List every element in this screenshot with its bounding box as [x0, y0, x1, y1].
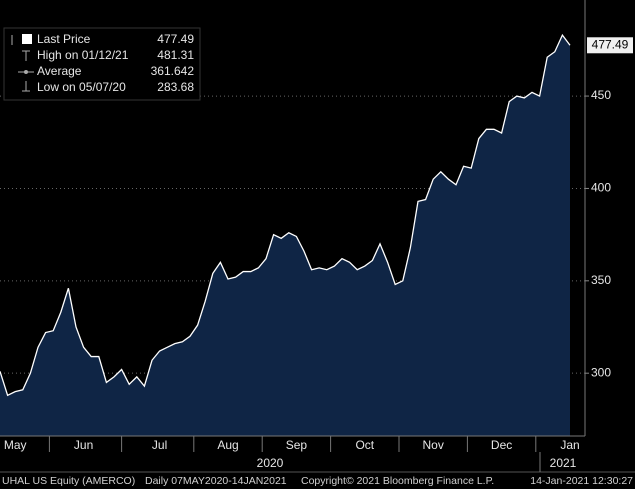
legend-value: 361.642 — [151, 64, 195, 78]
y-tick-label: 450 — [591, 88, 611, 102]
x-tick-label: Jan — [560, 438, 579, 452]
footer-text: 14-Jan-2021 12:30:27 — [530, 475, 633, 487]
legend-label: High on 01/12/21 — [37, 48, 129, 62]
last-price-tag — [587, 37, 633, 54]
legend-value: 283.68 — [157, 80, 194, 94]
legend-label: Low on 05/07/20 — [37, 80, 126, 94]
legend-icon — [24, 70, 28, 74]
legend-value: 477.49 — [157, 32, 194, 46]
x-tick-label: Jul — [152, 438, 167, 452]
x-tick-label: Jun — [74, 438, 93, 452]
legend-box — [3, 27, 201, 101]
legend-label: Last Price — [37, 32, 91, 46]
x-tick-label: Sep — [286, 438, 308, 452]
y-tick-label: 300 — [591, 365, 611, 379]
x-tick-label: May — [4, 438, 27, 452]
plot-area — [0, 33, 585, 437]
year-label: 2021 — [550, 456, 577, 470]
last-price-label: 477.49 — [592, 37, 629, 51]
x-tick-label: Aug — [217, 438, 238, 452]
legend-label: Average — [37, 64, 82, 78]
footer-text: Daily 07MAY2020-14JAN2021 — [145, 475, 287, 487]
line — [0, 33, 571, 397]
year-label: 2020 — [257, 456, 284, 470]
footer-text: Copyright© 2021 Bloomberg Finance L.P. — [301, 475, 494, 487]
legend-value: 481.31 — [157, 48, 194, 62]
x-tick-label: Nov — [423, 438, 444, 452]
legend: Last Price 477.49 High on 01/12/21 481.3… — [3, 27, 201, 101]
y-tick-label: 350 — [591, 273, 611, 287]
x-tick-label: Dec — [491, 438, 512, 452]
x-tick-label: Oct — [355, 438, 374, 452]
y-tick-label: 400 — [591, 181, 611, 195]
legend-swatch — [22, 34, 32, 44]
footer-text: UHAL US Equity (AMERCO) — [2, 475, 135, 487]
